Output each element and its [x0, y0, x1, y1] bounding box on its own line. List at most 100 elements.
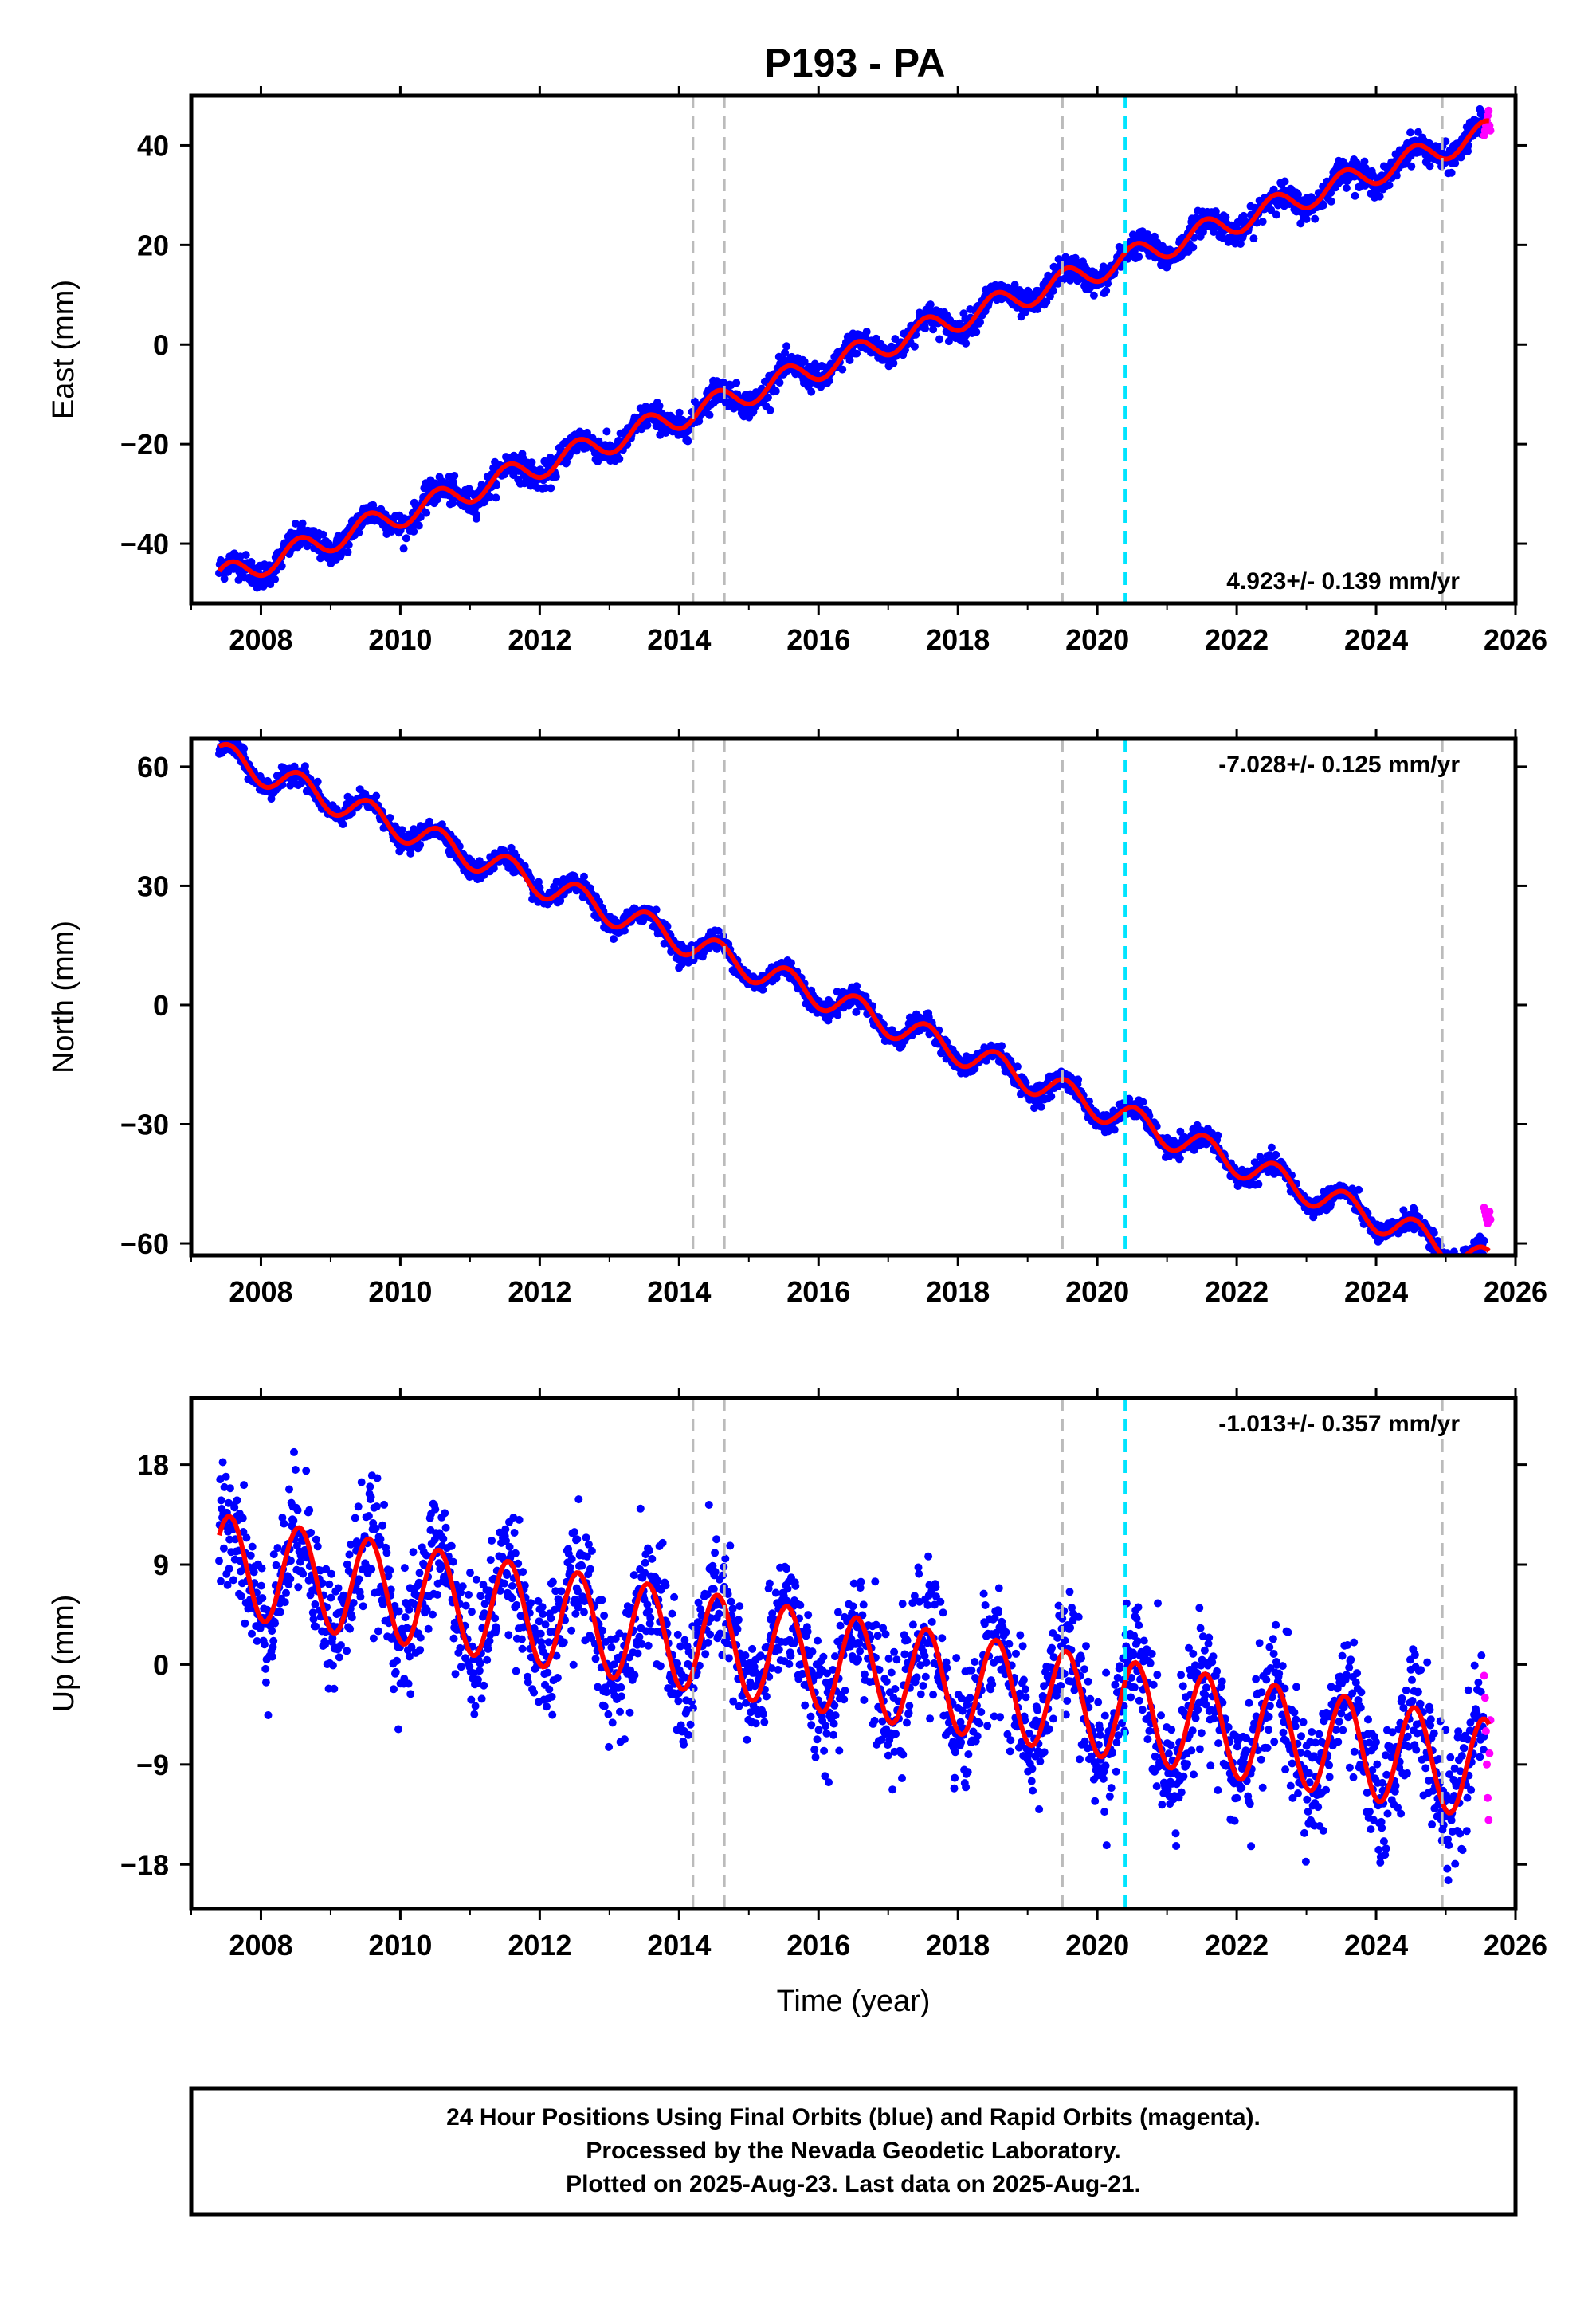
- data-point: [1361, 163, 1370, 172]
- data-point: [643, 421, 652, 430]
- data-point: [218, 1458, 227, 1467]
- data-point: [472, 514, 480, 523]
- x-tick-label: 2008: [229, 623, 292, 656]
- panel-frame: [189, 736, 1518, 1258]
- data-point: [962, 339, 971, 348]
- data-point: [300, 762, 309, 771]
- final-orbit-points: [215, 1447, 1488, 1885]
- data-point: [782, 342, 791, 351]
- data-point: [1351, 191, 1359, 200]
- data-point: [1438, 1256, 1446, 1264]
- data-point: [1143, 230, 1152, 239]
- x-tick-label: 2018: [926, 1275, 990, 1308]
- x-tick-label: 2008: [229, 1275, 292, 1308]
- data-point: [1446, 1265, 1454, 1273]
- data-point: [492, 493, 500, 502]
- data-point: [1198, 227, 1207, 236]
- up-panel: 2008 2010 2012 2014 2016 2018 2020 2022 2024 2026…: [47, 1388, 1547, 2018]
- x-tick-label: 2010: [368, 623, 432, 656]
- data-point: [220, 575, 229, 583]
- y-tick-label: 40: [137, 129, 169, 162]
- data-point: [233, 1496, 241, 1505]
- data-point: [416, 841, 425, 849]
- x-tick-label: 2026: [1484, 1275, 1547, 1308]
- data-point: [237, 1592, 245, 1600]
- data-point: [615, 454, 624, 463]
- data-point: [1104, 279, 1112, 288]
- data-point: [1392, 171, 1401, 180]
- data-point: [1049, 286, 1057, 295]
- data-point: [889, 359, 898, 367]
- data-point: [1447, 1258, 1455, 1266]
- data-point: [775, 379, 784, 387]
- data-point: [620, 926, 629, 935]
- data-point: [298, 519, 307, 528]
- y-tick-label: 30: [137, 870, 169, 902]
- data-point: [1189, 243, 1198, 252]
- data-point: [1447, 168, 1456, 177]
- data-point: [810, 359, 819, 368]
- panel-frame: [189, 93, 1518, 606]
- x-tick-label: 2012: [508, 1275, 571, 1308]
- rapid-point: [1484, 106, 1493, 115]
- data-point: [1355, 1185, 1363, 1194]
- x-tick-label: 2016: [786, 623, 850, 656]
- model-fit-line: [218, 741, 1491, 1255]
- y-axis-label: North (mm): [47, 921, 80, 1074]
- plot-area: [215, 739, 1495, 1273]
- data-point: [291, 520, 300, 528]
- data-point: [1258, 218, 1267, 226]
- data-point: [492, 481, 501, 489]
- data-point: [705, 410, 714, 419]
- plot-area: [215, 1398, 1495, 1909]
- data-point: [372, 791, 381, 800]
- x-tick-label: 2022: [1205, 623, 1269, 656]
- data-point: [1449, 1260, 1457, 1268]
- data-point: [763, 393, 772, 402]
- data-point: [929, 325, 938, 334]
- data-point: [247, 558, 256, 566]
- data-point: [759, 985, 767, 994]
- data-point: [1425, 162, 1434, 171]
- data-point: [1130, 247, 1139, 255]
- data-point: [1296, 219, 1305, 228]
- data-point: [1406, 128, 1414, 137]
- data-point: [853, 349, 861, 358]
- data-point: [921, 324, 930, 333]
- data-point: [230, 1503, 239, 1512]
- data-point: [225, 1565, 233, 1573]
- data-point: [1440, 1261, 1448, 1269]
- x-tick-label: 2024: [1344, 623, 1408, 656]
- data-point: [771, 387, 780, 395]
- data-point: [684, 437, 692, 446]
- data-point: [976, 318, 984, 327]
- data-point: [1449, 1265, 1457, 1273]
- data-point: [1449, 1260, 1457, 1268]
- x-tick-label: 2018: [926, 623, 990, 656]
- rapid-point: [1485, 1208, 1494, 1216]
- data-point: [833, 1011, 842, 1019]
- data-point: [1442, 1261, 1450, 1269]
- data-point: [655, 402, 664, 410]
- east-panel: 2008 2010 2012 2014 2016 2018 2020 2022 2024 2026…: [47, 86, 1547, 656]
- data-point: [1222, 213, 1230, 222]
- data-point: [1175, 1154, 1184, 1163]
- rapid-orbit-points: [1480, 1204, 1495, 1228]
- data-point: [1456, 1261, 1464, 1269]
- data-point: [580, 872, 588, 881]
- data-point: [800, 357, 809, 366]
- data-point: [1139, 1098, 1147, 1106]
- data-point: [1110, 1125, 1119, 1134]
- data-point: [838, 365, 847, 374]
- y-tick-label: 0: [153, 989, 169, 1022]
- data-point: [1452, 1256, 1460, 1264]
- data-point: [1342, 184, 1351, 192]
- data-point: [852, 1007, 861, 1016]
- data-point: [582, 428, 591, 437]
- data-point: [422, 509, 431, 517]
- data-point: [219, 1544, 228, 1553]
- data-point: [1256, 1153, 1265, 1161]
- data-point: [1042, 297, 1051, 306]
- x-tick-label: 2014: [647, 1275, 711, 1308]
